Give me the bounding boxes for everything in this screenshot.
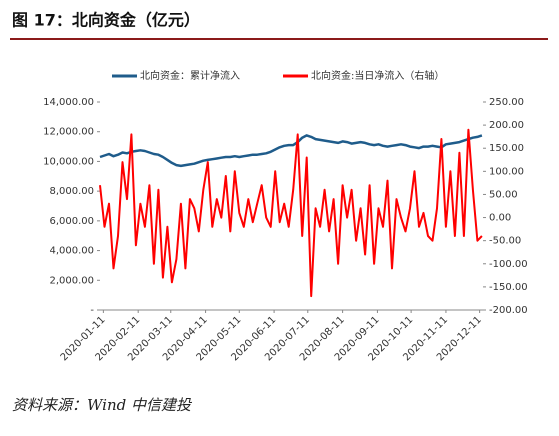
legend-label: 北向资金：累计净流入 — [140, 69, 240, 82]
y2-tick-label: 50.00 — [489, 189, 518, 200]
y-tick-label: 8,000.00 — [49, 186, 94, 197]
y-tick-label: - — [90, 305, 94, 316]
source: 资料来源：Wind 中信建投 — [12, 396, 193, 414]
y2-tick-label: 250.00 — [489, 97, 524, 108]
series-line — [99, 128, 483, 298]
y-tick-label: 12,000.00 — [43, 127, 94, 138]
series-line — [99, 134, 483, 168]
y-tick-label: 2,000.00 — [49, 275, 94, 286]
y2-tick-label: -150.00 — [489, 282, 528, 293]
y2-tick-label: -200.00 — [489, 305, 528, 316]
y2-tick-label: 100.00 — [489, 166, 524, 177]
legend-label: 北向资金:当日净流入（右轴） — [311, 69, 444, 82]
y-tick-label: 4,000.00 — [49, 246, 94, 257]
y-tick-label: 6,000.00 — [49, 216, 94, 227]
y2-tick-label: 150.00 — [489, 143, 524, 154]
y2-tick-label: -50.00 — [489, 236, 521, 247]
y2-tick-label: 0.00 — [489, 213, 511, 224]
y-tick-label: 14,000.00 — [43, 97, 94, 108]
y2-tick-label: -100.00 — [489, 259, 528, 270]
y-tick-label: 10,000.00 — [43, 156, 94, 167]
y2-tick-label: 200.00 — [489, 120, 524, 131]
chart-title: 图 17：北向资金（亿元） — [12, 11, 200, 30]
